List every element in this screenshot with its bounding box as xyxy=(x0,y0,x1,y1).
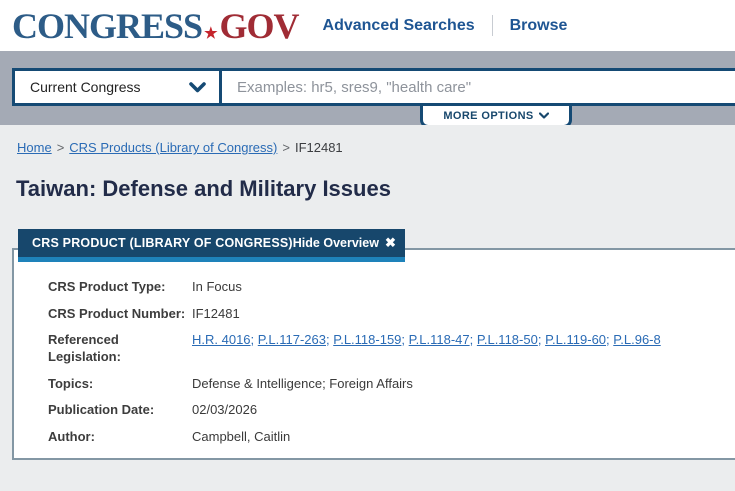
legislation-link[interactable]: P.L.118-159 xyxy=(333,332,402,347)
detail-value: Campbell, Caitlin xyxy=(192,428,291,444)
detail-row: Referenced Legislation: H.R. 4016; P.L.11… xyxy=(48,331,715,365)
chevron-down-icon xyxy=(538,112,549,119)
logo-gov-text: GOV xyxy=(219,5,300,46)
overview-panel xyxy=(12,248,735,460)
overview-panel-title: CRS PRODUCT (LIBRARY OF CONGRESS) xyxy=(32,236,293,250)
legislation-separator: ; xyxy=(537,332,546,347)
congress-scope-select[interactable]: Current Congress xyxy=(15,71,222,103)
detail-label: CRS Product Number: xyxy=(48,305,186,321)
detail-row: Topics: Defense & Intelligence; Foreign A… xyxy=(48,375,715,392)
search-input[interactable] xyxy=(222,71,735,103)
legislation-separator: ; xyxy=(325,332,334,347)
site-header: CONGRESS ★GOV Advanced Searches Browse xyxy=(0,0,735,51)
breadcrumb: Home > CRS Products (Library of Congress) >… xyxy=(17,140,343,155)
star-icon: ★ xyxy=(204,24,218,42)
chevron-down-icon xyxy=(189,81,206,92)
detail-row: CRS Product Number: IF12481 xyxy=(48,305,715,322)
detail-label: Author: xyxy=(48,428,95,444)
nav-advanced-searches[interactable]: Advanced Searches xyxy=(322,16,475,34)
detail-row: Publication Date: 02/03/2026 xyxy=(48,401,715,418)
detail-row: CRS Product Type: In Focus xyxy=(48,278,715,295)
breadcrumb-crs-products-link[interactable]: CRS Products (Library of Congress) xyxy=(69,140,278,155)
nav-browse[interactable]: Browse xyxy=(509,16,568,34)
legislation-separator: ; xyxy=(606,332,614,347)
legislation-separator: ; xyxy=(469,332,477,347)
overview-panel-header: CRS PRODUCT (LIBRARY OF CONGRESS) Hide O… xyxy=(18,229,405,262)
legislation-link[interactable]: P.L.118-47 xyxy=(408,332,470,347)
hide-overview-button[interactable]: Hide Overview ✖ xyxy=(293,235,396,251)
breadcrumb-home-link[interactable]: Home xyxy=(17,140,52,155)
detail-value: Defense & Intelligence; Foreign Affairs xyxy=(192,375,413,391)
detail-label: Referenced Legislation: xyxy=(48,332,121,364)
hide-overview-label: Hide Overview xyxy=(292,236,379,250)
main-content: Home > CRS Products (Library of Congress) >… xyxy=(0,125,735,491)
breadcrumb-separator: > xyxy=(282,140,290,155)
logo-congress-text: CONGRESS xyxy=(12,5,203,46)
detail-label: Topics: xyxy=(48,375,94,391)
page-title: Taiwan: Defense and Military Issues xyxy=(16,176,391,201)
search-banner: Current Congress MORE OPTIONS xyxy=(0,51,735,128)
congress-scope-label: Current Congress xyxy=(30,79,141,95)
legislation-link[interactable]: P.L.96-8 xyxy=(613,332,661,347)
detail-row: Author: Campbell, Caitlin xyxy=(48,428,715,445)
detail-label: Publication Date: xyxy=(48,402,155,417)
detail-value: IF12481 xyxy=(192,305,240,321)
overview-rows: CRS Product Type: In Focus CRS Product Num… xyxy=(48,278,715,454)
legislation-separator: ; xyxy=(250,332,258,347)
close-icon: ✖ xyxy=(384,235,396,250)
detail-label: CRS Product Type: xyxy=(48,279,166,294)
detail-value: 02/03/2026 xyxy=(192,402,258,417)
legislation-link[interactable]: P.L.119-60 xyxy=(545,332,607,347)
search-bar: Current Congress xyxy=(12,68,735,106)
legislation-link[interactable]: P.L.118-50 xyxy=(476,332,538,347)
more-options-label: MORE OPTIONS xyxy=(443,109,534,122)
detail-value: In Focus xyxy=(192,279,242,294)
breadcrumb-current: IF12481 xyxy=(294,140,343,155)
breadcrumb-separator: > xyxy=(56,140,65,155)
detail-value: H.R. 4016; P.L.117-263; P.L.118-159; P.L… xyxy=(192,331,661,365)
legislation-link[interactable]: P.L.117-263 xyxy=(257,332,326,347)
congress-gov-logo[interactable]: CONGRESS ★GOV xyxy=(12,5,300,46)
legislation-link[interactable]: H.R. 4016 xyxy=(192,332,251,347)
nav-divider xyxy=(491,15,493,36)
legislation-separator: ; xyxy=(401,332,409,347)
